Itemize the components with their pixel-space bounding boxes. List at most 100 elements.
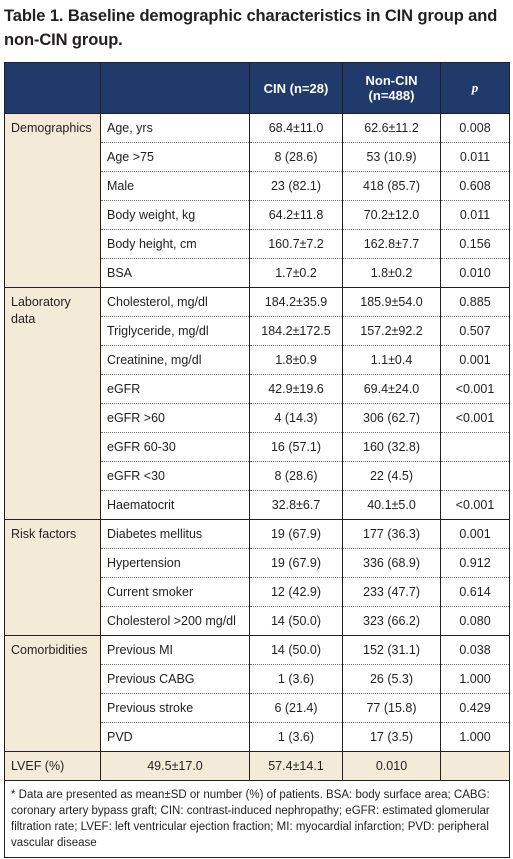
variable-cell: Male: [100, 171, 250, 201]
variable-cell: Age >75: [100, 142, 250, 172]
cin-value-cell: 1 (3.6): [249, 722, 343, 752]
p-value-cell: 0.011: [440, 142, 510, 172]
noncin-value-cell: 1.8±0.2: [342, 258, 441, 288]
cin-value-cell: 16 (57.1): [249, 432, 343, 462]
noncin-value-cell: 22 (4.5): [342, 461, 441, 491]
p-value-cell: 0.912: [440, 548, 510, 578]
variable-cell: Body weight, kg: [100, 200, 250, 230]
variable-cell: eGFR <30: [100, 461, 250, 491]
p-value-cell: 1.000: [440, 722, 510, 752]
cin-value-cell: 42.9±19.6: [249, 374, 343, 404]
noncin-value-cell: 177 (36.3): [342, 519, 441, 549]
variable-cell: Haematocrit: [100, 490, 250, 520]
noncin-value-cell: 418 (85.7): [342, 171, 441, 201]
variable-cell: Creatinine, mg/dl: [100, 345, 250, 375]
table-row: Haematocrit 32.8±6.7 40.1±5.0 <0.001: [5, 490, 510, 520]
noncin-value-cell: 157.2±92.2: [342, 316, 441, 346]
table-row: Age >75 8 (28.6) 53 (10.9) 0.011: [5, 142, 510, 172]
table-row: eGFR 60-30 16 (57.1) 160 (32.8): [5, 432, 510, 462]
variable-cell: Previous stroke: [100, 693, 250, 723]
variable-cell: Previous MI: [100, 635, 250, 665]
variable-cell: eGFR: [100, 374, 250, 404]
lvef-label: LVEF (%): [4, 751, 101, 781]
cin-value-cell: 1.8±0.9: [249, 345, 343, 375]
cin-value-cell: 32.8±6.7: [249, 490, 343, 520]
header-p-value: p: [440, 62, 510, 114]
p-value-cell: 0.507: [440, 316, 510, 346]
variable-cell: Diabetes mellitus: [100, 519, 250, 549]
variable-cell: Hypertension: [100, 548, 250, 578]
noncin-value-cell: 152 (31.1): [342, 635, 441, 665]
noncin-value-cell: 77 (15.8): [342, 693, 441, 723]
table-row: Previous stroke 6 (21.4) 77 (15.8) 0.429: [5, 693, 510, 723]
p-value-cell: 0.156: [440, 229, 510, 259]
table-row: Risk factors Diabetes mellitus 19 (67.9) 17…: [4, 519, 510, 636]
p-value-cell: <0.001: [440, 403, 510, 433]
cin-value-cell: 4 (14.3): [249, 403, 343, 433]
cin-value-cell: 23 (82.1): [249, 171, 343, 201]
cin-value-cell: 160.7±7.2: [249, 229, 343, 259]
table-row: Laboratory data Cholesterol, mg/dl 184.2±3…: [4, 287, 510, 520]
table-body: Demographics Age, yrs 68.4±11.0 62.6±11.2 0.…: [4, 113, 510, 858]
header-noncin-line2: (n=488): [368, 88, 415, 103]
p-value-cell: <0.001: [440, 374, 510, 404]
p-value-cell: 0.429: [440, 693, 510, 723]
noncin-value-cell: 40.1±5.0: [342, 490, 441, 520]
cin-value-cell: 1.7±0.2: [249, 258, 343, 288]
variable-cell: BSA: [100, 258, 250, 288]
table-caption: Table 1. Baseline demographic characteri…: [4, 7, 498, 49]
p-value-cell: 0.608: [440, 171, 510, 201]
cin-value-cell: 1 (3.6): [249, 664, 343, 694]
noncin-value-cell: 162.8±7.7: [342, 229, 441, 259]
lvef-value-4: [440, 751, 510, 781]
header-noncin: Non-CIN (n=488): [342, 62, 441, 114]
noncin-value-cell: 306 (62.7): [342, 403, 441, 433]
lvef-value-3: 0.010: [342, 751, 441, 781]
variable-cell: eGFR 60-30: [100, 432, 250, 462]
table-row: Body weight, kg 64.2±11.8 70.2±12.0 0.011: [5, 200, 510, 230]
variable-cell: PVD: [100, 722, 250, 752]
table-row: eGFR 42.9±19.6 69.4±24.0 <0.001: [5, 374, 510, 404]
table-row: Demographics Age, yrs 68.4±11.0 62.6±11.2 0.…: [4, 113, 510, 288]
cin-value-cell: 19 (67.9): [249, 519, 343, 549]
noncin-value-cell: 336 (68.9): [342, 548, 441, 578]
cin-value-cell: 14 (50.0): [249, 635, 343, 665]
p-value-cell: 0.001: [440, 345, 510, 375]
p-value-cell: 0.614: [440, 577, 510, 607]
cin-value-cell: 184.2±172.5: [249, 316, 343, 346]
table-footnote: * Data are presented as mean±SD or numbe…: [4, 780, 510, 858]
variable-cell: Age, yrs: [100, 113, 250, 143]
noncin-value-cell: 1.1±0.4: [342, 345, 441, 375]
variable-cell: Triglyceride, mg/dl: [100, 316, 250, 346]
table-row: Male 23 (82.1) 418 (85.7) 0.608: [5, 171, 510, 201]
lvef-value-1: 49.5±17.0: [100, 751, 250, 781]
p-value-cell: 0.885: [440, 287, 510, 317]
lvef-value-2: 57.4±14.1: [249, 751, 343, 781]
variable-cell: Cholesterol >200 mg/dl: [100, 606, 250, 636]
table-row: Triglyceride, mg/dl 184.2±172.5 157.2±92.2…: [5, 316, 510, 346]
table-row: Hypertension 19 (67.9) 336 (68.9) 0.912: [5, 548, 510, 578]
noncin-value-cell: 323 (66.2): [342, 606, 441, 636]
header-noncin-line1: Non-CIN: [365, 73, 418, 88]
baseline-characteristics-table: CIN (n=28) Non-CIN (n=488) p Demographic…: [4, 62, 510, 858]
table-row: Creatinine, mg/dl 1.8±0.9 1.1±0.4 0.001: [5, 345, 510, 375]
group-label: Demographics: [4, 113, 101, 288]
cin-value-cell: 184.2±35.9: [249, 287, 343, 317]
noncin-value-cell: 26 (5.3): [342, 664, 441, 694]
noncin-value-cell: 62.6±11.2: [342, 113, 441, 143]
p-value-cell: 0.011: [440, 200, 510, 230]
group-label: Comorbidities: [4, 635, 101, 752]
variable-cell: Previous CABG: [100, 664, 250, 694]
table-row: PVD 1 (3.6) 17 (3.5) 1.000: [5, 722, 510, 752]
table-row: Previous CABG 1 (3.6) 26 (5.3) 1.000: [5, 664, 510, 694]
group-label: Laboratory data: [4, 287, 101, 520]
header-blank-group: [4, 62, 101, 114]
table-row: eGFR >60 4 (14.3) 306 (62.7) <0.001: [5, 403, 510, 433]
noncin-value-cell: 70.2±12.0: [342, 200, 441, 230]
noncin-value-cell: 160 (32.8): [342, 432, 441, 462]
p-value-cell: 0.080: [440, 606, 510, 636]
table-row: Current smoker 12 (42.9) 233 (47.7) 0.614: [5, 577, 510, 607]
p-value-cell: 0.008: [440, 113, 510, 143]
p-value-cell: 0.001: [440, 519, 510, 549]
table-row: eGFR <30 8 (28.6) 22 (4.5): [5, 461, 510, 491]
